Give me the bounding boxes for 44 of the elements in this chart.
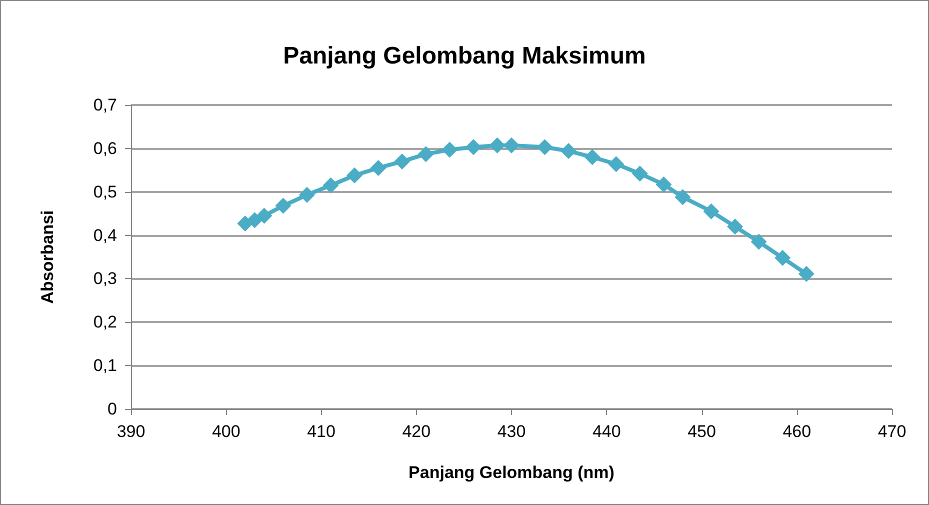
y-tick-label: 0,5	[93, 182, 117, 202]
point	[536, 139, 553, 156]
x-tick-label: 390	[116, 422, 146, 441]
point	[298, 186, 315, 203]
point	[798, 266, 814, 282]
point	[442, 142, 458, 158]
point	[489, 137, 506, 154]
x-tick-label: 460	[782, 422, 812, 441]
chart-title: Panjang Gelombang Maksimum	[283, 42, 646, 70]
x-tick-label: 400	[212, 422, 240, 441]
x-tick-label: 440	[592, 422, 621, 441]
x-tick-label: 420	[402, 422, 431, 441]
y-tick-label: 0,6	[93, 138, 117, 158]
point	[774, 250, 791, 266]
x-tick-label: 470	[878, 422, 906, 441]
point	[560, 143, 577, 160]
point	[370, 160, 386, 176]
point	[750, 234, 767, 250]
point	[275, 198, 292, 214]
point	[656, 176, 672, 192]
x-tick-label: 410	[307, 422, 336, 441]
y-tick-label: 0,4	[93, 226, 117, 245]
y-tick-label: 0,3	[93, 269, 117, 288]
point	[674, 189, 691, 206]
point	[727, 218, 744, 235]
y-tick-label: 0,1	[93, 356, 117, 376]
point	[632, 166, 648, 182]
point	[504, 137, 520, 154]
point	[418, 146, 434, 162]
x-axis-title: Panjang Gelombang (nm)	[408, 463, 614, 482]
y-tick-label: 0,2	[93, 312, 117, 332]
point	[346, 167, 363, 184]
y-tick-label: 0	[108, 400, 117, 418]
y-axis-title: Absorbansi	[38, 210, 57, 304]
x-tick-label: 450	[688, 422, 716, 441]
point	[703, 203, 720, 220]
point	[465, 139, 482, 156]
point	[322, 177, 339, 194]
x-tick-label: 430	[497, 422, 526, 441]
y-tick-label: 0,7	[93, 96, 117, 114]
point	[256, 208, 272, 224]
point	[608, 156, 624, 172]
point	[394, 153, 410, 170]
point	[584, 149, 600, 166]
